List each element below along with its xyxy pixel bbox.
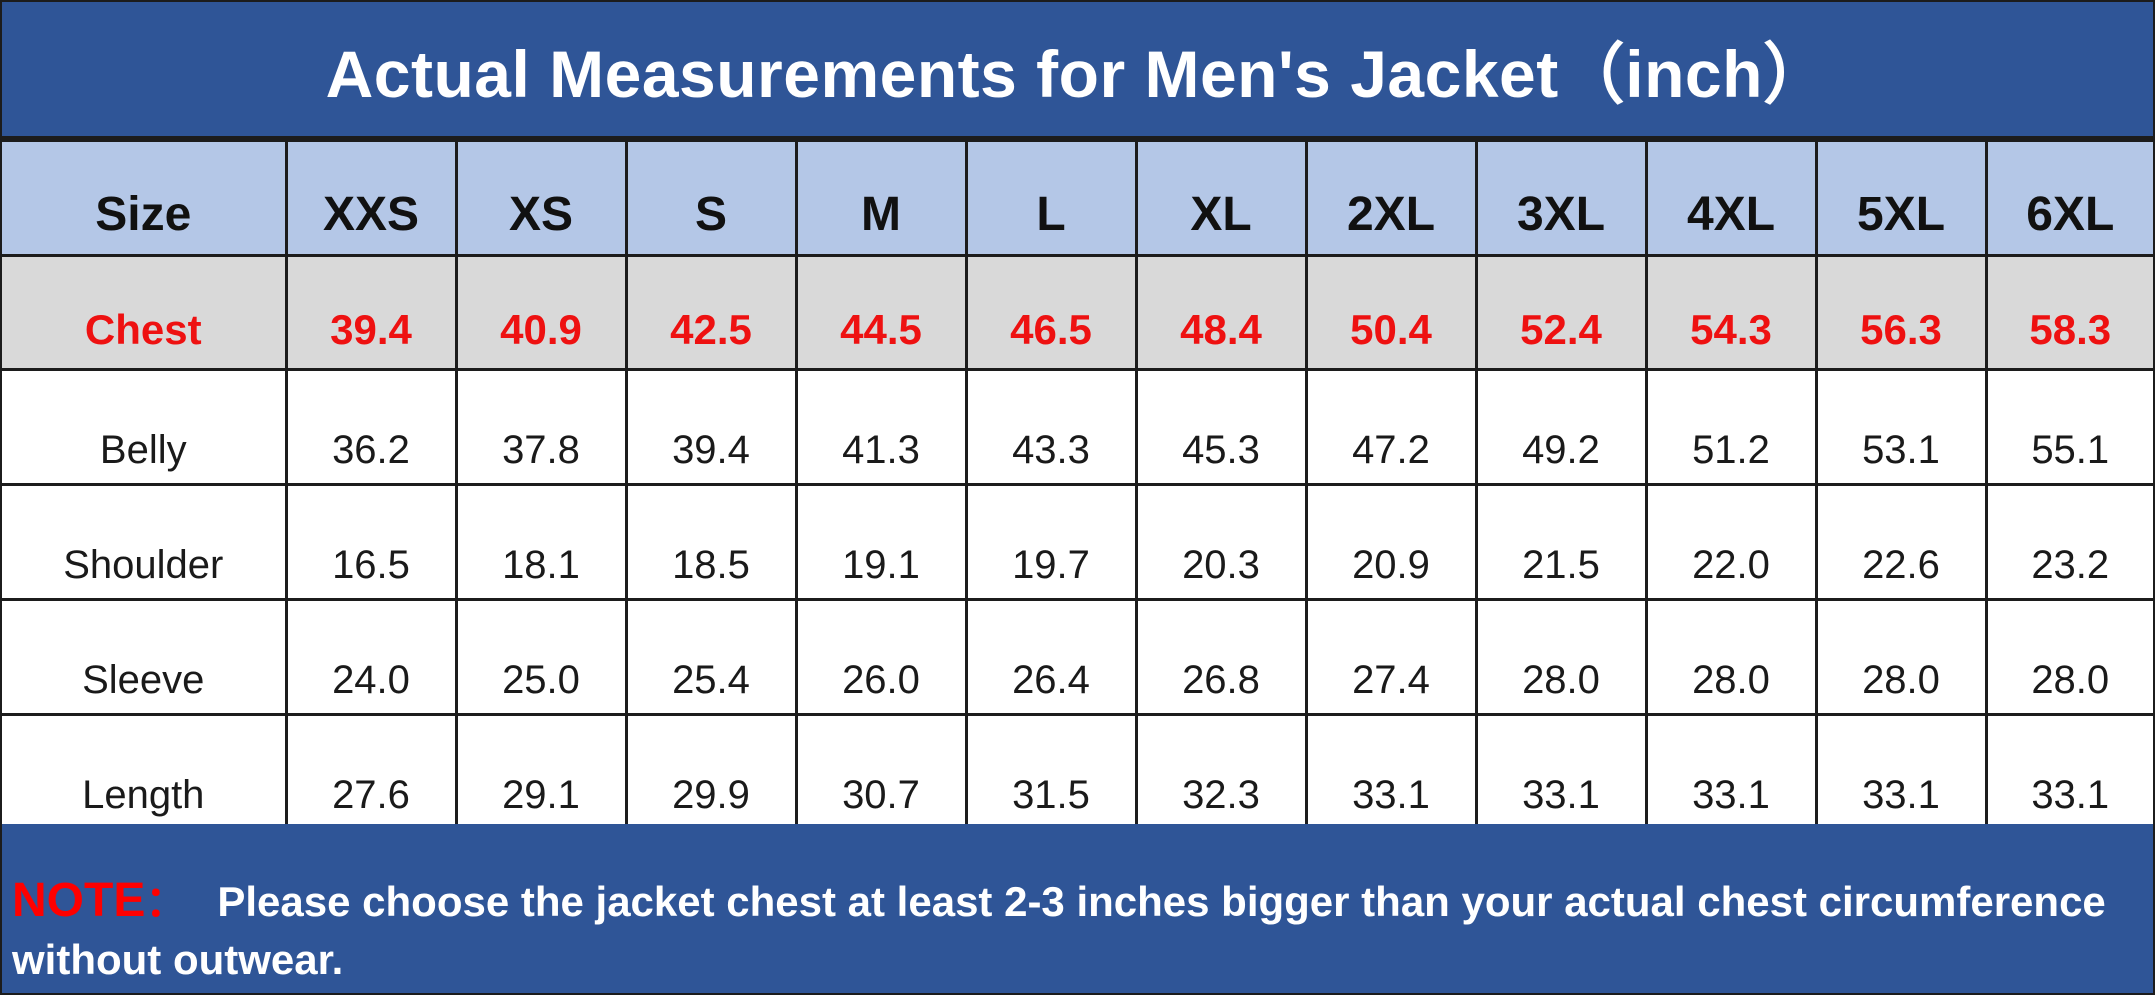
- table-cell: 50.4: [1304, 254, 1478, 371]
- row-label: Chest: [2, 254, 288, 371]
- table-cell: 19.1: [794, 483, 968, 601]
- header-cell: M: [794, 139, 968, 257]
- table-cell: 28.0: [1814, 598, 1988, 716]
- table-cell: 46.5: [964, 254, 1138, 371]
- table-cell: 42.5: [624, 254, 798, 371]
- table-cell: 20.3: [1134, 483, 1308, 601]
- table-cell: 25.4: [624, 598, 798, 716]
- table-cell: 58.3: [1984, 254, 2153, 371]
- table-cell: 36.2: [284, 368, 458, 486]
- table-cell: 39.4: [624, 368, 798, 486]
- table-cell: 39.4: [284, 254, 458, 371]
- row-label: Sleeve: [2, 598, 288, 716]
- chart-title: Actual Measurements for Men's Jacket（inc…: [325, 37, 1830, 111]
- note-separator: ：: [145, 878, 188, 925]
- header-cell: 5XL: [1814, 139, 1988, 257]
- table-cell: 20.9: [1304, 483, 1478, 601]
- table-cell: 52.4: [1474, 254, 1648, 371]
- table-cell: 33.1: [1474, 713, 1648, 831]
- header-cell: S: [624, 139, 798, 257]
- table-cell: 48.4: [1134, 254, 1308, 371]
- table-cell: 40.9: [454, 254, 628, 371]
- row-label: Belly: [2, 368, 288, 486]
- title-banner: Actual Measurements for Men's Jacket（inc…: [2, 2, 2153, 139]
- table-cell: 27.4: [1304, 598, 1478, 716]
- table-cell: 56.3: [1814, 254, 1988, 371]
- table-cell: 23.2: [1984, 483, 2153, 601]
- measurements-table: Size XXS XS S M L XL 2XL 3XL 4XL 5XL 6XL…: [2, 139, 2153, 831]
- table-cell: 33.1: [1644, 713, 1818, 831]
- table-cell: 27.6: [284, 713, 458, 831]
- table-cell: 31.5: [964, 713, 1138, 831]
- table-cell: 29.1: [454, 713, 628, 831]
- header-cell: 3XL: [1474, 139, 1648, 257]
- header-cell: XS: [454, 139, 628, 257]
- table-cell: 18.5: [624, 483, 798, 601]
- table-cell: 19.7: [964, 483, 1138, 601]
- table-cell: 18.1: [454, 483, 628, 601]
- table-cell: 37.8: [454, 368, 628, 486]
- table-cell: 26.4: [964, 598, 1138, 716]
- table-cell: 29.9: [624, 713, 798, 831]
- header-cell: 4XL: [1644, 139, 1818, 257]
- header-cell: L: [964, 139, 1138, 257]
- table-cell: 33.1: [1304, 713, 1478, 831]
- header-cell: XXS: [284, 139, 458, 257]
- table-cell: 28.0: [1984, 598, 2153, 716]
- table-cell: 26.0: [794, 598, 968, 716]
- table-cell: 30.7: [794, 713, 968, 831]
- header-row: Size XXS XS S M L XL 2XL 3XL 4XL 5XL 6XL: [2, 139, 2153, 257]
- table-cell: 41.3: [794, 368, 968, 486]
- table-cell: 22.6: [1814, 483, 1988, 601]
- table-cell: 55.1: [1984, 368, 2153, 486]
- table-row-chest: Chest 39.4 40.9 42.5 44.5 46.5 48.4 50.4…: [2, 254, 2153, 371]
- table-cell: 43.3: [964, 368, 1138, 486]
- table-row-length: Length 27.6 29.1 29.9 30.7 31.5 32.3 33.…: [2, 713, 2153, 831]
- row-label: Length: [2, 713, 288, 831]
- table-cell: 25.0: [454, 598, 628, 716]
- table-cell: 24.0: [284, 598, 458, 716]
- table-cell: 26.8: [1134, 598, 1308, 716]
- header-cell: XL: [1134, 139, 1308, 257]
- note-banner: NOTE： Please choose the jacket chest at l…: [2, 824, 2153, 993]
- table-row-shoulder: Shoulder 16.5 18.1 18.5 19.1 19.7 20.3 2…: [2, 483, 2153, 601]
- table-cell: 28.0: [1474, 598, 1648, 716]
- header-cell: 6XL: [1984, 139, 2153, 257]
- table-cell: 47.2: [1304, 368, 1478, 486]
- table-cell: 16.5: [284, 483, 458, 601]
- table-cell: 33.1: [1984, 713, 2153, 831]
- table-cell: 32.3: [1134, 713, 1308, 831]
- header-cell-size: Size: [2, 139, 288, 257]
- note-text: Please choose the jacket chest at least …: [12, 878, 2106, 983]
- table-cell: 49.2: [1474, 368, 1648, 486]
- note-label: NOTE: [12, 874, 146, 927]
- row-label: Shoulder: [2, 483, 288, 601]
- table-cell: 28.0: [1644, 598, 1818, 716]
- table-row-sleeve: Sleeve 24.0 25.0 25.4 26.0 26.4 26.8 27.…: [2, 598, 2153, 716]
- table-cell: 44.5: [794, 254, 968, 371]
- table-cell: 21.5: [1474, 483, 1648, 601]
- header-cell: 2XL: [1304, 139, 1478, 257]
- table-cell: 54.3: [1644, 254, 1818, 371]
- table-cell: 22.0: [1644, 483, 1818, 601]
- table-cell: 33.1: [1814, 713, 1988, 831]
- table-row-belly: Belly 36.2 37.8 39.4 41.3 43.3 45.3 47.2…: [2, 368, 2153, 486]
- table-cell: 53.1: [1814, 368, 1988, 486]
- table-cell: 51.2: [1644, 368, 1818, 486]
- table-cell: 45.3: [1134, 368, 1308, 486]
